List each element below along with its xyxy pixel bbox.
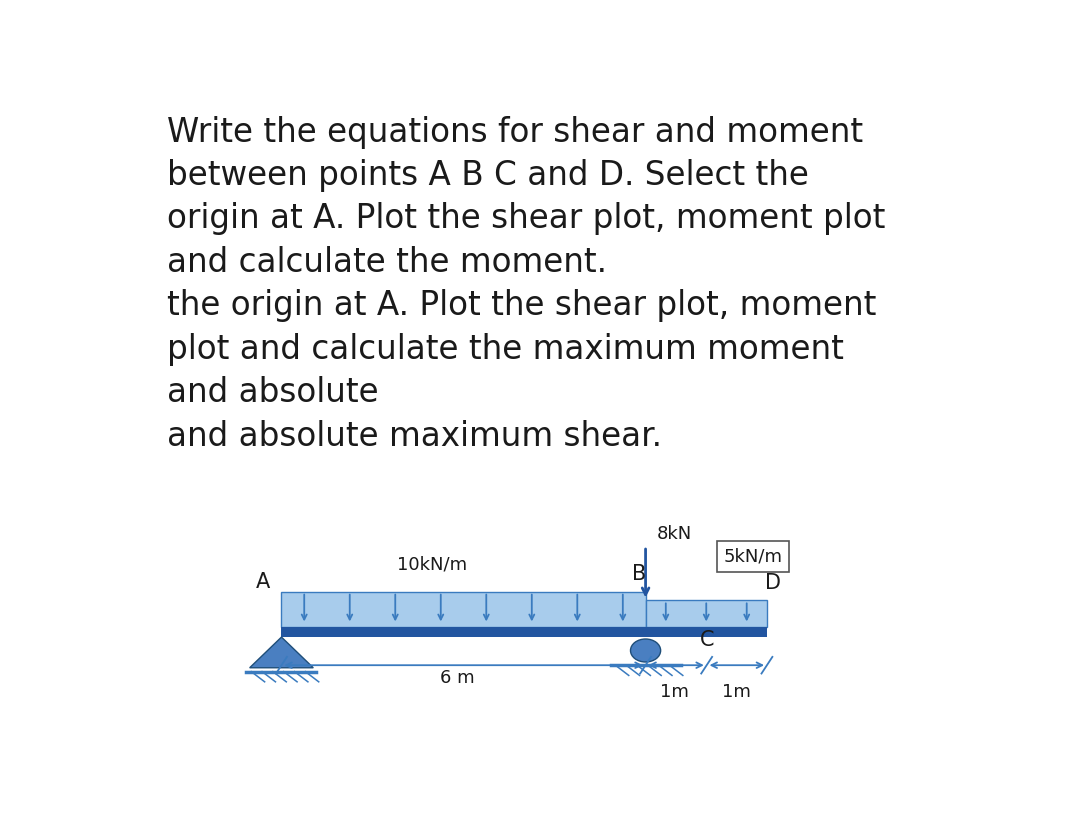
Text: 5kN/m: 5kN/m bbox=[724, 548, 782, 565]
Text: C: C bbox=[700, 630, 714, 650]
Text: A: A bbox=[256, 572, 270, 592]
Text: 1m: 1m bbox=[721, 683, 751, 701]
Text: the origin at A. Plot the shear plot, moment: the origin at A. Plot the shear plot, mo… bbox=[166, 290, 876, 322]
Bar bbox=[282, 627, 767, 637]
Text: D: D bbox=[765, 574, 781, 593]
Text: Write the equations for shear and moment: Write the equations for shear and moment bbox=[166, 115, 863, 149]
Text: and calculate the moment.: and calculate the moment. bbox=[166, 246, 607, 279]
Text: and absolute maximum shear.: and absolute maximum shear. bbox=[166, 420, 662, 453]
Polygon shape bbox=[249, 637, 313, 668]
Text: 6 m: 6 m bbox=[440, 669, 474, 687]
Bar bbox=[646, 600, 767, 627]
Text: 8kN: 8kN bbox=[658, 525, 692, 543]
Bar bbox=[282, 592, 646, 627]
Text: plot and calculate the maximum moment: plot and calculate the maximum moment bbox=[166, 333, 843, 366]
Text: origin at A. Plot the shear plot, moment plot: origin at A. Plot the shear plot, moment… bbox=[166, 203, 886, 236]
Text: 1m: 1m bbox=[661, 683, 689, 701]
Circle shape bbox=[631, 639, 661, 662]
Text: 10kN/m: 10kN/m bbox=[397, 556, 468, 574]
Text: between points A B C and D. Select the: between points A B C and D. Select the bbox=[166, 159, 809, 192]
Text: B: B bbox=[632, 564, 646, 583]
Text: and absolute: and absolute bbox=[166, 376, 378, 409]
